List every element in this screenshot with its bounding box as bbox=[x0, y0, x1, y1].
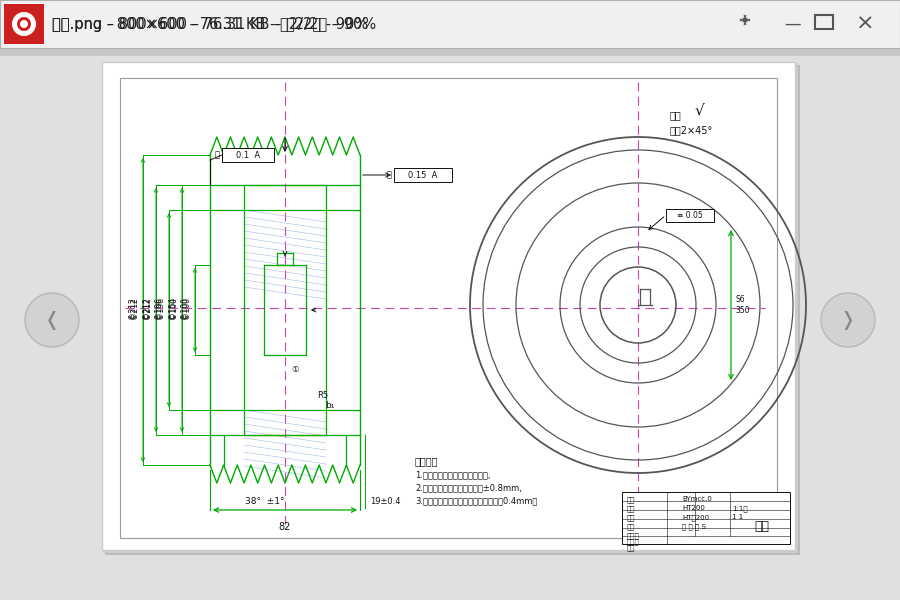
Text: 其余: 其余 bbox=[670, 110, 682, 120]
Bar bbox=[4, 4, 44, 44]
Text: HT图200: HT图200 bbox=[682, 514, 709, 521]
Text: √: √ bbox=[695, 103, 705, 118]
Text: 1 1: 1 1 bbox=[732, 514, 743, 520]
Bar bbox=[394, 168, 452, 182]
Text: 带轮.png - 800×600 - 76.31 KB - 独2/2张 - 90%: 带轮.png - 800×600 - 76.31 KB - 独2/2张 - 90… bbox=[52, 16, 368, 31]
Bar bbox=[222, 148, 274, 162]
Text: 王 光 黑 S: 王 光 黑 S bbox=[682, 523, 706, 530]
Text: ©212: ©212 bbox=[130, 297, 139, 319]
Text: 下图标: 下图标 bbox=[627, 538, 640, 545]
Text: ©100: ©100 bbox=[182, 297, 191, 319]
Text: ©154: ©154 bbox=[167, 297, 176, 319]
Text: 38°  ±1°: 38° ±1° bbox=[245, 497, 284, 506]
Text: ①: ① bbox=[292, 365, 299, 374]
Text: 82: 82 bbox=[279, 522, 292, 532]
Text: ©212: ©212 bbox=[129, 297, 138, 319]
Circle shape bbox=[17, 17, 31, 31]
Bar bbox=[102, 62, 795, 550]
Text: 0.1  A: 0.1 A bbox=[236, 151, 260, 160]
Text: 描图: 描图 bbox=[627, 514, 635, 521]
Text: 校对: 校对 bbox=[627, 523, 635, 530]
Text: ©196: ©196 bbox=[155, 297, 164, 319]
Text: BYmcc.0: BYmcc.0 bbox=[682, 496, 712, 502]
Bar bbox=[103, 63, 798, 553]
Text: ©100: ©100 bbox=[169, 297, 178, 319]
Text: ×: × bbox=[856, 14, 874, 34]
Text: 1:1机: 1:1机 bbox=[732, 505, 748, 512]
Text: 带轮.png – 800×600 – 76.31 KB – 独2/2张 – 90%: 带轮.png – 800×600 – 76.31 KB – 独2/2张 – 90… bbox=[52, 16, 376, 31]
Text: 主图: 主图 bbox=[627, 505, 635, 512]
Text: —: — bbox=[785, 15, 801, 33]
Bar bbox=[622, 492, 790, 544]
Text: 技术要求: 技术要求 bbox=[415, 456, 438, 466]
Bar bbox=[0, 48, 900, 56]
Text: ⨦: ⨦ bbox=[387, 170, 392, 179]
Text: ❬: ❬ bbox=[44, 311, 60, 329]
Text: ©212: ©212 bbox=[141, 297, 150, 319]
Bar bbox=[666, 209, 714, 222]
Circle shape bbox=[20, 20, 28, 28]
Circle shape bbox=[25, 293, 79, 347]
Text: HT200: HT200 bbox=[682, 505, 705, 511]
Text: b₁: b₁ bbox=[325, 401, 335, 409]
Text: 1.铸件工作面不允许裂缝、气孔,: 1.铸件工作面不允许裂缝、气孔, bbox=[415, 470, 491, 479]
Circle shape bbox=[12, 12, 36, 36]
Text: ⨦: ⨦ bbox=[215, 151, 220, 160]
Circle shape bbox=[821, 293, 875, 347]
Text: ©100: ©100 bbox=[181, 297, 190, 319]
Text: ❭: ❭ bbox=[840, 311, 856, 329]
Text: 3.铸件表面清理后涂油漆使用不超大于0.4mm。: 3.铸件表面清理后涂油漆使用不超大于0.4mm。 bbox=[415, 496, 537, 505]
Bar bbox=[815, 15, 833, 29]
Bar bbox=[0, 0, 900, 48]
Text: 2.机械加工未注明公差不超过±0.8mm,: 2.机械加工未注明公差不超过±0.8mm, bbox=[415, 483, 522, 492]
Text: ©196: ©196 bbox=[156, 297, 165, 319]
Text: ©212: ©212 bbox=[143, 297, 152, 319]
Text: 监护: 监护 bbox=[627, 496, 635, 503]
Text: S6
350: S6 350 bbox=[735, 295, 750, 314]
Bar bbox=[120, 78, 777, 538]
Text: 倒角2×45°: 倒角2×45° bbox=[670, 125, 713, 135]
Bar bbox=[105, 65, 800, 555]
Text: ≡ 0.05: ≡ 0.05 bbox=[677, 211, 703, 220]
Text: R5: R5 bbox=[318, 391, 328, 400]
Text: 带轮: 带轮 bbox=[754, 520, 770, 533]
Text: 0.15  A: 0.15 A bbox=[409, 170, 437, 179]
Text: 19±0.4: 19±0.4 bbox=[370, 497, 400, 506]
Text: 单件: 单件 bbox=[627, 544, 635, 551]
Text: 上图标: 上图标 bbox=[627, 532, 640, 539]
